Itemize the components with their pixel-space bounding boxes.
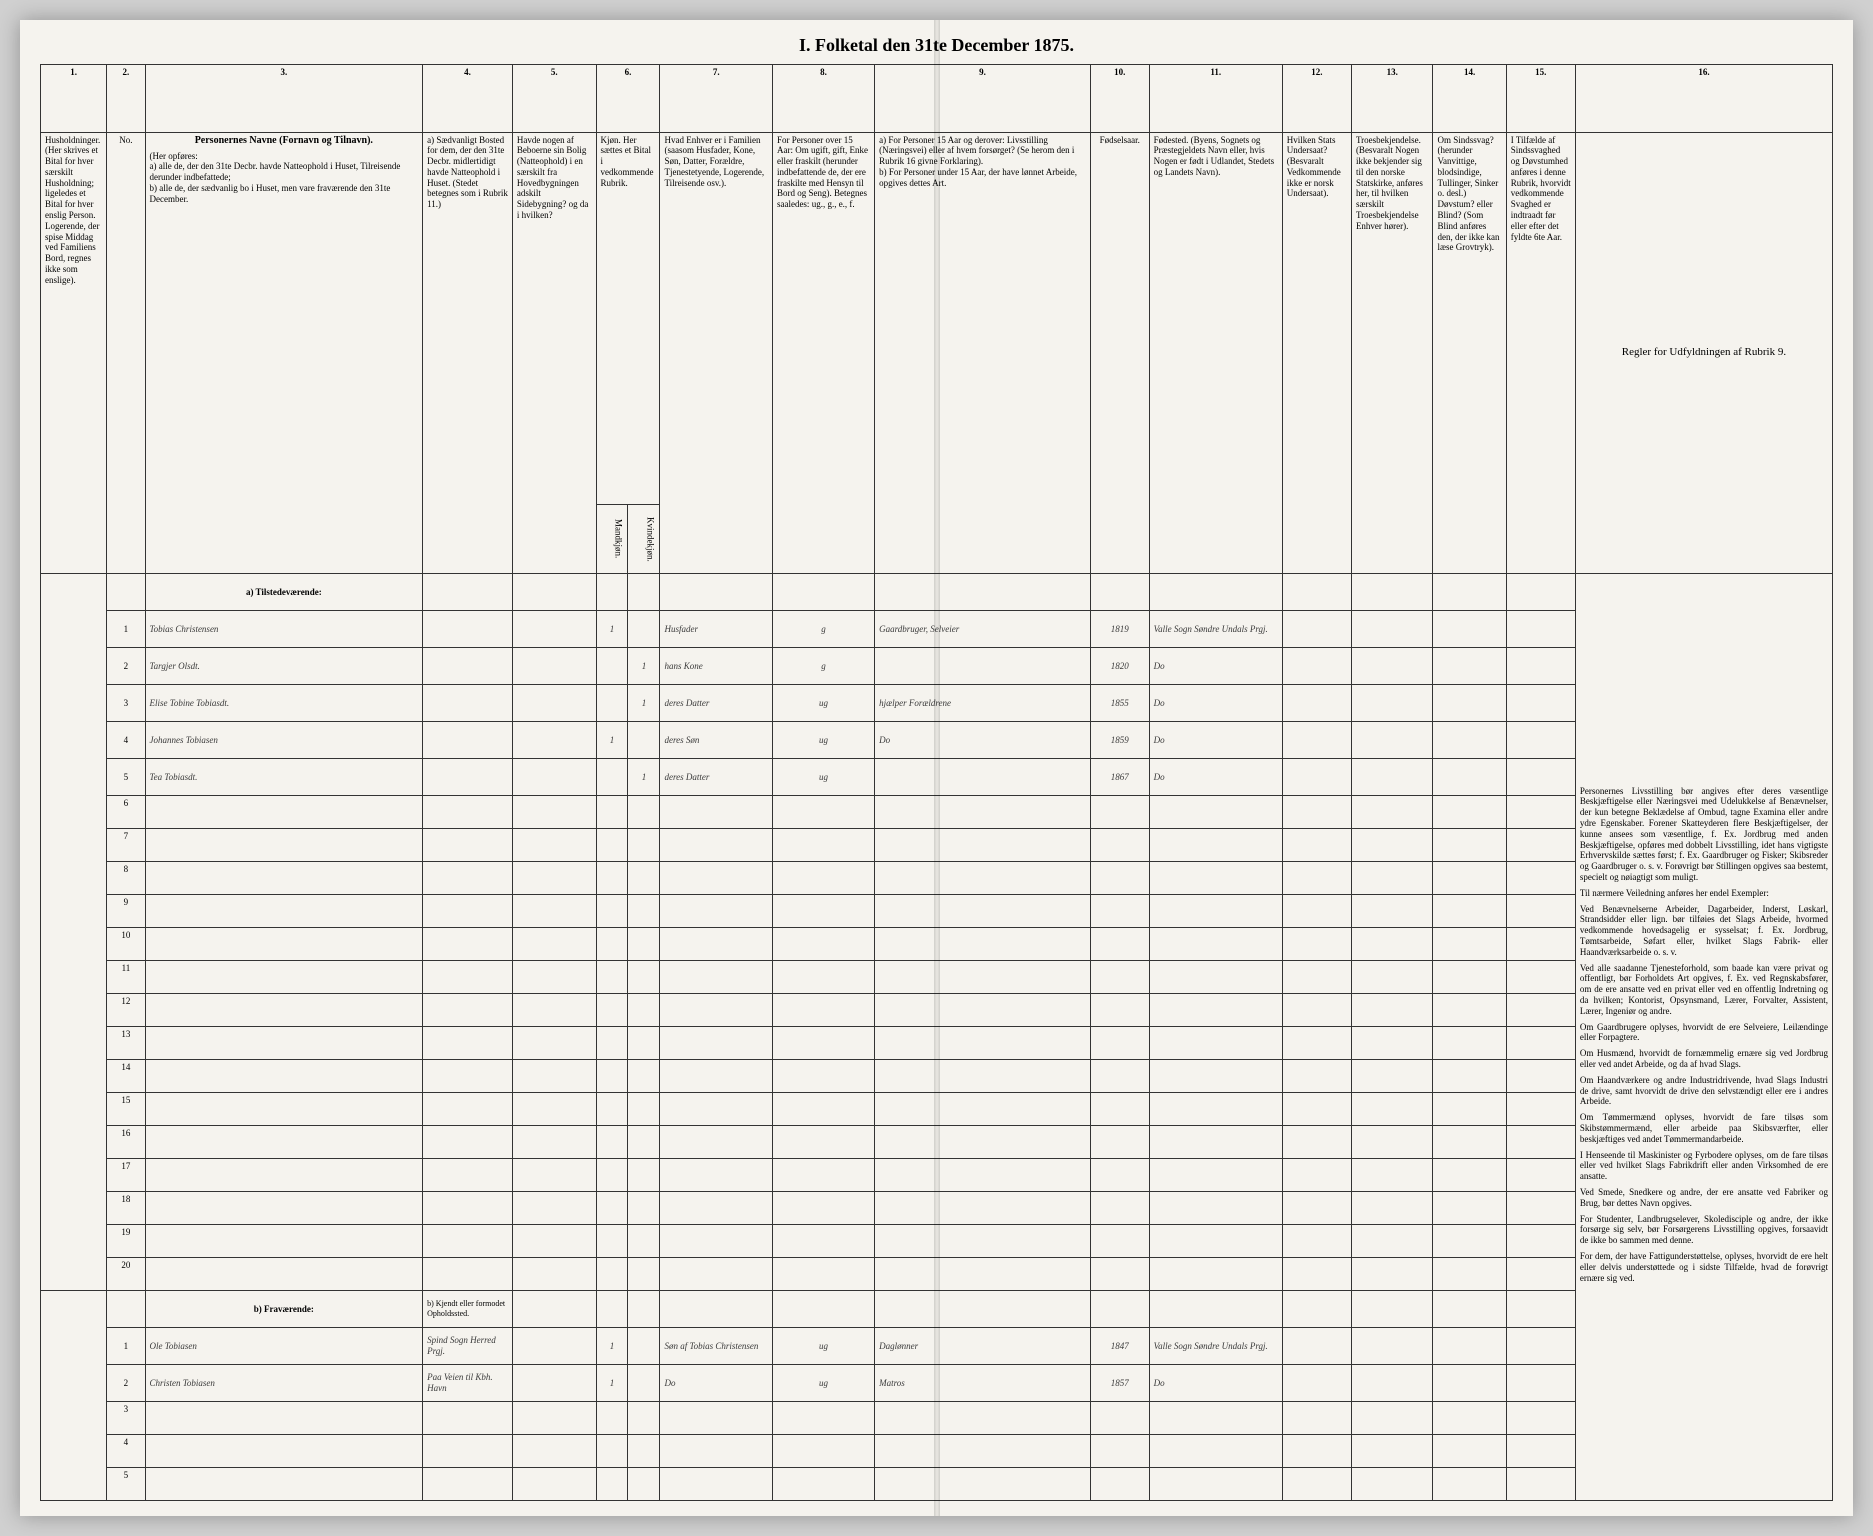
hdr-8: For Personer over 15 Aar: Om ugift, gift… <box>772 132 874 574</box>
colnum-14: 14. <box>1433 65 1506 133</box>
empty-row: 10 <box>41 928 1833 961</box>
civ: g <box>772 611 874 648</box>
hdr-3-sub: (Her opføres: a) alle de, der den 31te D… <box>150 151 419 205</box>
empty-row: 12 <box>41 994 1833 1027</box>
instr-p8: Om Tømmermænd oplyses, hvorvidt de fare … <box>1580 1112 1828 1144</box>
household-col-b <box>41 1291 107 1501</box>
census-page: I. Folketal den 31te December 1875. 1. 2… <box>20 20 1853 1516</box>
empty-row: 19 <box>41 1225 1833 1258</box>
instr-p1: Personernes Livsstilling bør angives eft… <box>1580 786 1828 883</box>
instr-p11: For Studenter, Landbrugselever, Skoledis… <box>1580 1214 1828 1246</box>
empty-row: 18 <box>41 1192 1833 1225</box>
occ: Gaardbruger, Selveier <box>875 611 1091 648</box>
empty-absent-row: 5 <box>41 1468 1833 1501</box>
section-a-row: a) Tilstedeværende: Personernes Livsstil… <box>41 574 1833 611</box>
instr-p12: For dem, der have Fattigunderstøttelse, … <box>1580 1251 1828 1283</box>
absent-row: 1 Ole Tobiasen Spind Sogn Herred Prgj. 1… <box>41 1328 1833 1365</box>
hdr-6: Kjøn. Her sættes et Bital i vedkommende … <box>596 132 660 505</box>
hdr-13: Troesbekjendelse. (Besvaralt Nogen ikke … <box>1351 132 1433 574</box>
rel: Husfader <box>660 611 772 648</box>
empty-row: 6 <box>41 796 1833 829</box>
section-a-label: a) Tilstedeværende: <box>145 574 423 611</box>
present-row: 1 Tobias Christensen 1 Husfader g Gaardb… <box>41 611 1833 648</box>
instr-p6: Om Husmænd, hvorvidt de fornæmmelig ernæ… <box>1580 1048 1828 1070</box>
hdr-9: a) For Personer 15 Aar og derover: Livss… <box>875 132 1091 574</box>
empty <box>107 574 145 611</box>
header-row: Husholdninger. (Her skrives et Bital for… <box>41 132 1833 505</box>
colnum-16: 16. <box>1575 65 1832 133</box>
instr-p5: Om Gaardbrugere oplyses, hvorvidt de ere… <box>1580 1022 1828 1044</box>
empty-row: 11 <box>41 961 1833 994</box>
hdr-12: Hvilken Stats Undersaat? (Besvaralt Vedk… <box>1282 132 1351 574</box>
colnum-7: 7. <box>660 65 772 133</box>
colnum-13: 13. <box>1351 65 1433 133</box>
section-b-row: b) Fraværende: b) Kjendt eller formodet … <box>41 1291 1833 1328</box>
hdr-3: Personernes Navne (Fornavn og Tilnavn). … <box>145 132 423 574</box>
present-row: 3 Elise Tobine Tobiasdt. 1 deres Datter … <box>41 685 1833 722</box>
colnum-1: 1. <box>41 65 107 133</box>
census-table: 1. 2. 3. 4. 5. 6. 7. 8. 9. 10. 11. 12. 1… <box>40 64 1833 1501</box>
empty-row: 14 <box>41 1060 1833 1093</box>
instr-p3: Ved Benævnelserne Arbeider, Dagarbeider,… <box>1580 904 1828 958</box>
present-row: 4 Johannes Tobiasen 1 deres Søn ug Do 18… <box>41 722 1833 759</box>
colnum-4: 4. <box>423 65 513 133</box>
hdr-6b: Kvindekjøn. <box>628 505 660 574</box>
empty-row: 7 <box>41 829 1833 862</box>
present-row: 5 Tea Tobiasdt. 1 deres Datter ug 1867 D… <box>41 759 1833 796</box>
hdr-1: Husholdninger. (Her skrives et Bital for… <box>41 132 107 574</box>
hdr-3-title: Personernes Navne (Fornavn og Tilnavn). <box>150 135 419 147</box>
empty-absent-row: 4 <box>41 1435 1833 1468</box>
hdr-7: Hvad Enhver er i Familien (saasom Husfad… <box>660 132 772 574</box>
empty-row: 9 <box>41 895 1833 928</box>
instr-p4: Ved alle saadanne Tjenesteforhold, som b… <box>1580 963 1828 1017</box>
place: Valle Sogn Søndre Undals Prgj. <box>1149 611 1282 648</box>
name: Tobias Christensen <box>145 611 423 648</box>
hdr-5: Havde nogen af Beboerne sin Bolig (Natte… <box>512 132 596 574</box>
instr-p7: Om Haandværkere og andre Industridrivend… <box>1580 1075 1828 1107</box>
absent-row: 2 Christen Tobiasen Paa Veien til Kbh. H… <box>41 1365 1833 1402</box>
female <box>628 611 660 648</box>
empty-row: 17 <box>41 1159 1833 1192</box>
colnum-9: 9. <box>875 65 1091 133</box>
hdr-15: I Tilfælde af Sindssvaghed og Døvstumhed… <box>1506 132 1575 574</box>
hdr-10: Fødselsaar. <box>1090 132 1149 574</box>
empty-row: 15 <box>41 1093 1833 1126</box>
hdr-11: Fødested. (Byens, Sognets og Præstegjeld… <box>1149 132 1282 574</box>
colnum-12: 12. <box>1282 65 1351 133</box>
page-title: I. Folketal den 31te December 1875. <box>40 35 1833 56</box>
empty-absent-row: 3 <box>41 1402 1833 1435</box>
row-n: 1 <box>107 611 145 648</box>
col-number-row: 1. 2. 3. 4. 5. 6. 7. 8. 9. 10. 11. 12. 1… <box>41 65 1833 133</box>
hdr-16: Regler for Udfyldningen af Rubrik 9. <box>1575 132 1832 574</box>
colnum-15: 15. <box>1506 65 1575 133</box>
instr-p2: Til nærmere Veiledning anføres her endel… <box>1580 888 1828 899</box>
colnum-6: 6. <box>596 65 660 133</box>
colnum-10: 10. <box>1090 65 1149 133</box>
instr-p10: Ved Smede, Snedkere og andre, der ere an… <box>1580 1187 1828 1209</box>
empty-row: 20 <box>41 1258 1833 1291</box>
empty-row: 13 <box>41 1027 1833 1060</box>
instructions-cell: Personernes Livsstilling bør angives eft… <box>1575 574 1832 1501</box>
hdr-4: a) Sædvanligt Bosted for dem, der den 31… <box>423 132 513 574</box>
colnum-5: 5. <box>512 65 596 133</box>
male: 1 <box>596 611 628 648</box>
year: 1819 <box>1090 611 1149 648</box>
hdr-2: No. <box>107 132 145 574</box>
colnum-3: 3. <box>145 65 423 133</box>
colnum-2: 2. <box>107 65 145 133</box>
colnum-11: 11. <box>1149 65 1282 133</box>
instr-p9: I Henseende til Maskinister og Fyrbodere… <box>1580 1150 1828 1182</box>
hdr-6a: Mandkjøn. <box>596 505 628 574</box>
household-col <box>41 574 107 1291</box>
hdr-14: Om Sindssvag? (herunder Vanvittige, blod… <box>1433 132 1506 574</box>
section-b-label: b) Fraværende: <box>145 1291 423 1328</box>
empty-row: 8 <box>41 862 1833 895</box>
colnum-8: 8. <box>772 65 874 133</box>
present-row: 2 Targjer Olsdt. 1 hans Kone g 1820 Do <box>41 648 1833 685</box>
section-b-col4: b) Kjendt eller formodet Opholdssted. <box>423 1291 513 1328</box>
empty-row: 16 <box>41 1126 1833 1159</box>
